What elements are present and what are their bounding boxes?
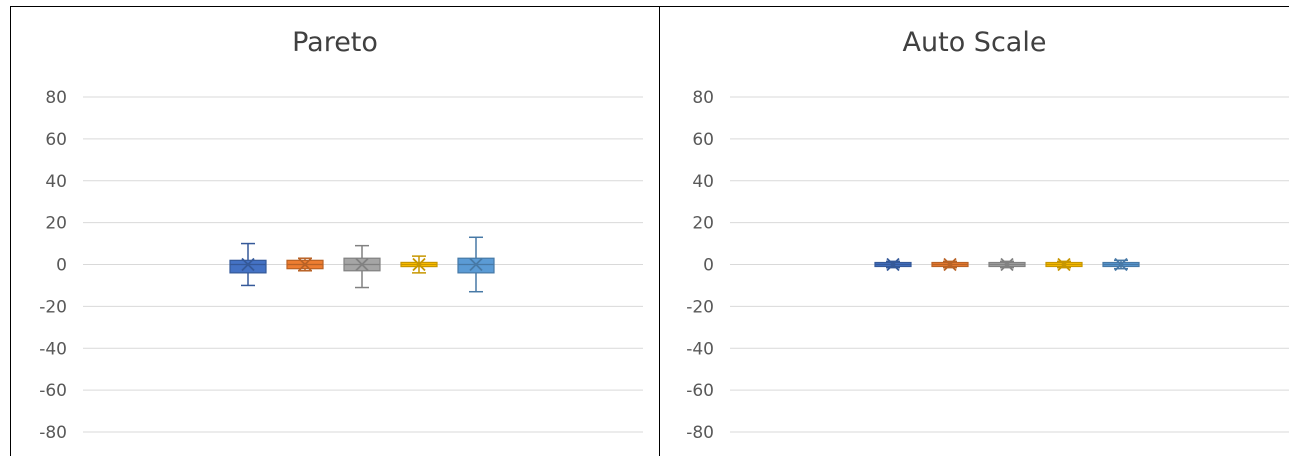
y-tick-label: -80 <box>686 423 714 443</box>
box-plot <box>1102 257 1140 272</box>
y-tick-label: 80 <box>692 88 714 108</box>
y-tick-label: 80 <box>45 88 67 108</box>
mean-marker <box>886 257 900 272</box>
y-tick-label: -20 <box>686 297 714 317</box>
y-tick-label: 40 <box>45 172 67 192</box>
mean-marker <box>943 257 957 272</box>
y-tick-label: -40 <box>39 339 67 359</box>
mean-marker <box>1057 257 1071 272</box>
chart-title: Auto Scale <box>902 27 1047 58</box>
box-plot <box>874 257 912 272</box>
box-plot <box>400 255 438 274</box>
box-plot <box>229 242 267 287</box>
mean-marker <box>1114 257 1128 272</box>
chart-plot-area: 80 60 40 20 0 -20 -40 -60 -80 <box>39 88 643 443</box>
y-tick-label: 20 <box>45 214 67 234</box>
box-plot <box>457 236 495 293</box>
mean-marker <box>241 257 255 272</box>
mean-marker <box>355 257 369 272</box>
y-tick-label: 0 <box>703 256 714 276</box>
y-tick-label: 40 <box>692 172 714 192</box>
chart-panel-auto-scale: Auto Scale 80 60 40 20 0 -20 -40 -60 -80 <box>660 6 1289 456</box>
y-tick-label: -20 <box>39 297 67 317</box>
y-tick-label: -60 <box>686 381 714 401</box>
box-iqr <box>229 259 267 274</box>
mean-marker <box>1000 257 1014 272</box>
box-plot <box>1045 257 1083 272</box>
box-plot <box>988 257 1026 272</box>
chart-title: Pareto <box>292 27 378 58</box>
y-tick-label: 20 <box>692 214 714 234</box>
y-tick-label: -60 <box>39 381 67 401</box>
y-tick-label: 60 <box>692 130 714 150</box>
box-plot <box>931 257 969 272</box>
chart-panel-pareto: Pareto 80 60 40 20 0 -20 -40 -60 -80 <box>10 6 660 456</box>
chart-plot-area: 80 60 40 20 0 -20 -40 -60 -80 <box>686 88 1289 443</box>
mean-marker <box>412 257 426 272</box>
box-plot <box>343 244 381 289</box>
y-tick-label: 60 <box>45 130 67 150</box>
y-tick-label: -40 <box>686 339 714 359</box>
mean-marker <box>298 257 312 272</box>
mean-marker <box>469 257 483 272</box>
box-plot <box>286 257 324 272</box>
y-tick-label: 0 <box>56 256 67 276</box>
y-tick-label: -80 <box>39 423 67 443</box>
